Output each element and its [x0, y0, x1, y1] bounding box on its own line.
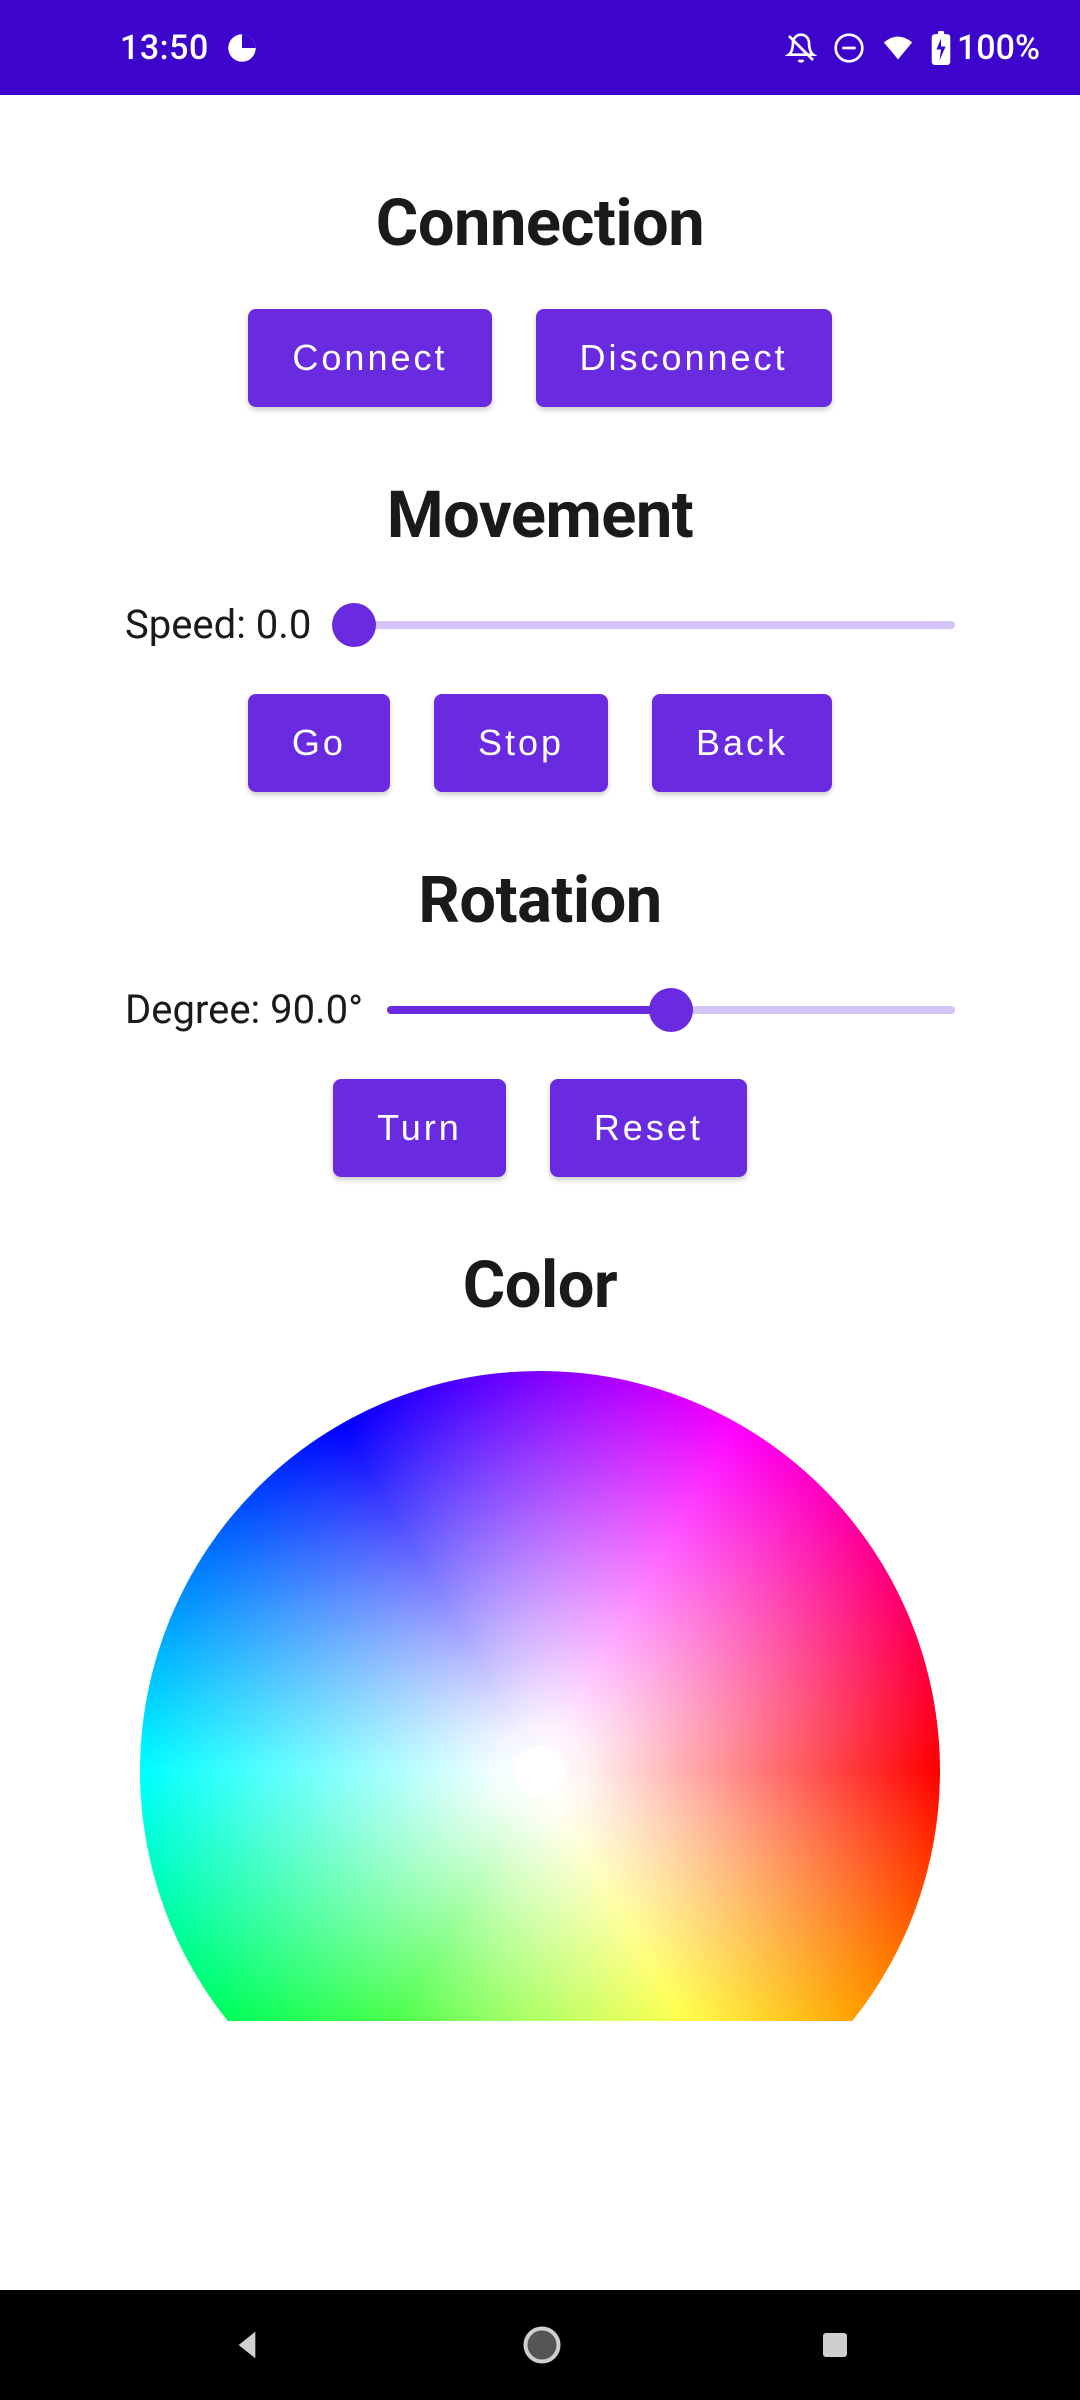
connect-button[interactable]: Connect	[248, 309, 491, 407]
color-wheel-wrap	[40, 1371, 1040, 2021]
color-wheel-white-overlay	[140, 1371, 940, 2021]
battery-percent: 100%	[957, 28, 1040, 68]
status-right: 100%	[785, 28, 1040, 68]
back-button[interactable]: Back	[652, 694, 832, 792]
degree-label: Degree: 90.0°	[125, 986, 363, 1033]
reset-button[interactable]: Reset	[550, 1079, 747, 1177]
degree-slider-row: Degree: 90.0°	[40, 986, 1040, 1033]
rotation-title: Rotation	[418, 862, 661, 938]
status-bar: 13:50	[0, 0, 1080, 95]
degree-slider[interactable]	[387, 990, 955, 1030]
nav-back-icon[interactable]	[227, 2325, 267, 2365]
connection-button-row: Connect Disconnect	[248, 309, 831, 407]
color-section: Color	[40, 1247, 1040, 2021]
speed-slider-row: Speed: 0.0	[40, 601, 1040, 648]
connection-section: Connection Connect Disconnect	[40, 185, 1040, 407]
nav-bar	[0, 2290, 1080, 2400]
notification-off-icon	[785, 32, 817, 64]
degree-slider-fill	[387, 1006, 671, 1014]
status-time: 13:50	[120, 28, 209, 68]
speed-slider-track	[335, 621, 955, 629]
speed-slider[interactable]	[335, 605, 955, 645]
stop-button[interactable]: Stop	[434, 694, 608, 792]
nav-home-icon[interactable]	[520, 2323, 564, 2367]
color-indicator[interactable]	[515, 1746, 565, 1796]
movement-title: Movement	[387, 477, 694, 553]
disconnect-button[interactable]: Disconnect	[536, 309, 832, 407]
degree-slider-thumb[interactable]	[649, 988, 693, 1032]
wifi-icon	[881, 31, 915, 65]
status-battery: 100%	[931, 28, 1040, 68]
color-title: Color	[463, 1247, 617, 1323]
connection-title: Connection	[376, 185, 704, 261]
rotation-button-row: Turn Reset	[333, 1079, 747, 1177]
speed-slider-thumb[interactable]	[332, 603, 376, 647]
movement-button-row: Go Stop Back	[248, 694, 832, 792]
main-content: Connection Connect Disconnect Movement S…	[0, 95, 1080, 2021]
movement-section: Movement Speed: 0.0 Go Stop Back	[40, 477, 1040, 792]
speed-label: Speed: 0.0	[125, 601, 311, 648]
dnd-icon	[833, 32, 865, 64]
go-button[interactable]: Go	[248, 694, 390, 792]
color-wheel[interactable]	[140, 1371, 940, 2021]
nav-recent-icon[interactable]	[817, 2327, 853, 2363]
clock-icon	[227, 33, 257, 63]
turn-button[interactable]: Turn	[333, 1079, 506, 1177]
rotation-section: Rotation Degree: 90.0° Turn Reset	[40, 862, 1040, 1177]
status-left: 13:50	[120, 28, 257, 68]
